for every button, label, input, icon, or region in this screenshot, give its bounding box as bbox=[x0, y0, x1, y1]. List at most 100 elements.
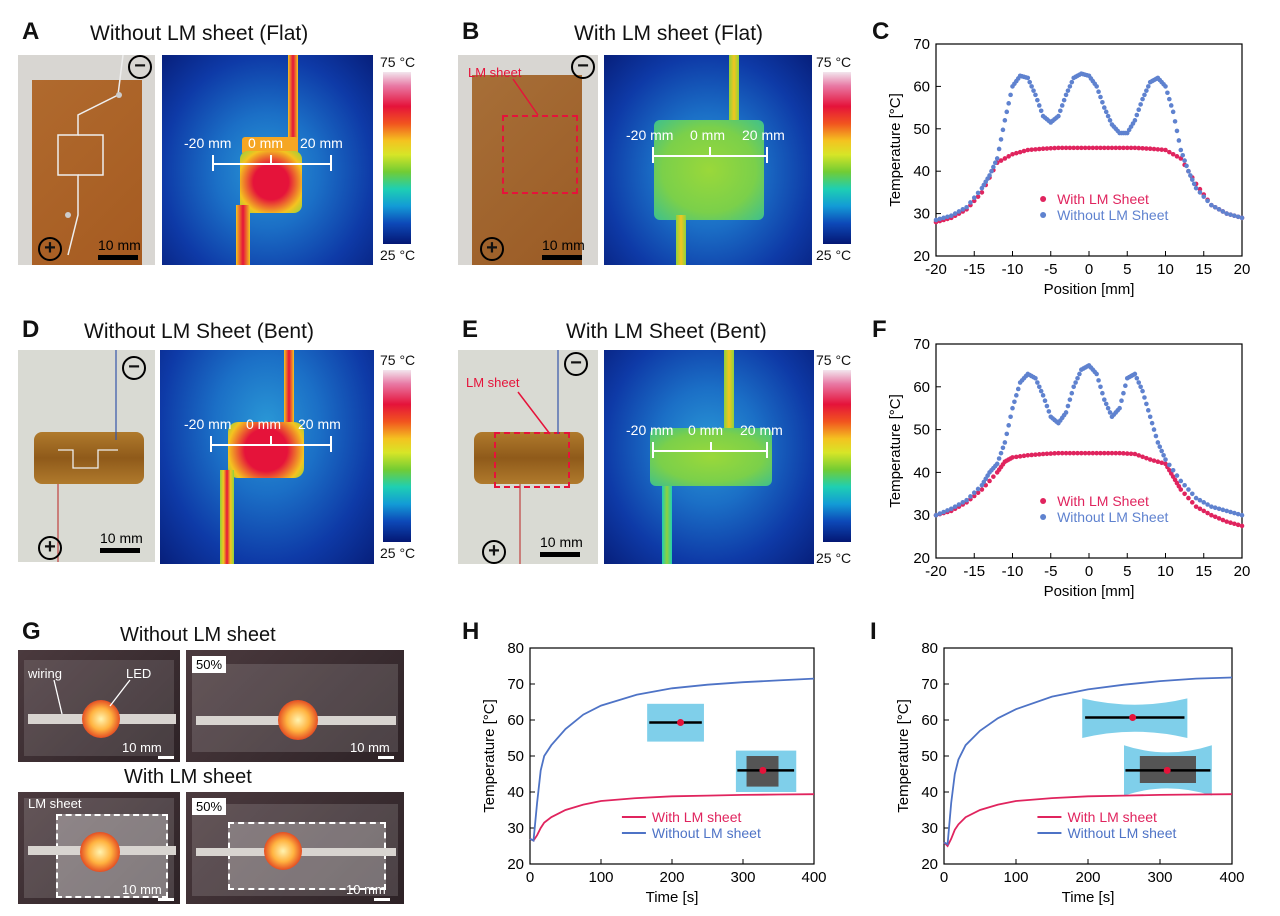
panel-e-title: With LM Sheet (Bent) bbox=[566, 320, 767, 343]
data-point bbox=[1232, 213, 1237, 219]
data-point bbox=[1167, 149, 1172, 155]
y-tick-label: 20 bbox=[913, 248, 930, 265]
data-point bbox=[998, 450, 1004, 456]
colorbar-min-label: 25 °C bbox=[816, 550, 852, 566]
data-point bbox=[1197, 497, 1203, 503]
data-point bbox=[956, 209, 962, 214]
data-point bbox=[975, 490, 981, 496]
scale-bar bbox=[540, 552, 580, 557]
panel-label-h: H bbox=[462, 618, 480, 645]
data-point bbox=[1155, 440, 1161, 445]
data-point bbox=[1100, 100, 1105, 105]
data-point bbox=[1189, 491, 1195, 497]
data-point bbox=[1029, 84, 1034, 89]
y-tick-label: 70 bbox=[507, 676, 524, 693]
colorbar-max-label: 75 °C bbox=[816, 352, 852, 368]
x-tick-label: 0 bbox=[1085, 261, 1093, 278]
data-point bbox=[1002, 118, 1008, 123]
data-point bbox=[1121, 451, 1126, 456]
data-point bbox=[952, 504, 958, 509]
inset-led bbox=[1129, 713, 1137, 721]
data-point bbox=[1029, 147, 1034, 152]
data-point bbox=[1059, 450, 1065, 456]
y-tick-label: 50 bbox=[921, 748, 938, 765]
data-point bbox=[1103, 401, 1109, 407]
data-point bbox=[1232, 521, 1237, 527]
data-point bbox=[1010, 455, 1015, 460]
data-point bbox=[1189, 500, 1195, 505]
data-point bbox=[1071, 384, 1076, 390]
data-point bbox=[1094, 145, 1099, 151]
data-point bbox=[1212, 204, 1218, 210]
led-photo-without-stretched: 50% 10 mm bbox=[186, 650, 404, 762]
panel-a-photo: − + 10 mm bbox=[18, 55, 155, 265]
chart-i: 0 100 200 300 400 20 30 40 50 60 70 80 Time [s] Tempe… bbox=[895, 640, 1245, 906]
legend-label: Without LM sheet bbox=[652, 825, 761, 841]
data-point bbox=[1220, 517, 1226, 523]
inset-led bbox=[677, 719, 685, 727]
data-point bbox=[1205, 502, 1210, 507]
y-tick-label: 30 bbox=[913, 206, 930, 223]
data-point bbox=[1042, 398, 1048, 404]
data-point bbox=[1014, 393, 1019, 398]
scale-bar-label: 10 mm bbox=[350, 740, 390, 755]
lm-sheet-annotation: LM sheet bbox=[466, 375, 520, 390]
legend-label: Without LM sheet bbox=[1067, 825, 1176, 841]
data-point bbox=[1197, 190, 1203, 195]
y-tick-label: 50 bbox=[913, 121, 930, 138]
x-tick-label: 300 bbox=[730, 869, 755, 886]
data-point bbox=[1136, 453, 1142, 458]
data-point bbox=[1149, 420, 1155, 426]
x-tick-label: 0 bbox=[940, 869, 948, 886]
mark-0: 0 mm bbox=[690, 127, 725, 143]
data-point bbox=[949, 506, 954, 512]
lm-sheet-annotation: LM sheet bbox=[468, 65, 522, 80]
y-tick-label: 30 bbox=[913, 507, 930, 524]
data-point bbox=[1128, 145, 1134, 151]
data-point bbox=[1094, 371, 1099, 377]
y-tick-label: 40 bbox=[921, 784, 938, 801]
data-point bbox=[1167, 462, 1172, 468]
y-tick-label: 50 bbox=[913, 422, 930, 439]
data-point bbox=[1000, 127, 1006, 133]
data-point bbox=[1151, 427, 1157, 432]
mark-20: 20 mm bbox=[742, 127, 785, 143]
data-point bbox=[975, 194, 981, 199]
data-point bbox=[1159, 147, 1164, 152]
data-point bbox=[1096, 378, 1101, 383]
data-point bbox=[1142, 92, 1147, 98]
panel-d-photo: − + 10 mm bbox=[18, 350, 155, 562]
data-point bbox=[1113, 145, 1119, 151]
inset-led bbox=[759, 766, 767, 774]
data-point bbox=[1040, 451, 1046, 457]
data-point bbox=[1107, 118, 1113, 123]
data-point bbox=[1067, 84, 1073, 89]
data-point bbox=[1052, 145, 1057, 151]
data-point bbox=[1170, 467, 1176, 473]
data-point bbox=[1228, 212, 1233, 217]
data-point bbox=[1167, 96, 1172, 102]
legend-label: With LM Sheet bbox=[1057, 191, 1149, 207]
data-point bbox=[1170, 151, 1176, 157]
panel-b-title: With LM sheet (Flat) bbox=[574, 22, 764, 45]
scale-bar-label: 10 mm bbox=[122, 740, 162, 755]
data-point bbox=[1096, 89, 1101, 94]
x-tick-label: 10 bbox=[1157, 563, 1174, 580]
panel-d-colorbar bbox=[383, 370, 411, 542]
data-point bbox=[971, 195, 977, 200]
scale-bar bbox=[98, 255, 138, 260]
data-point bbox=[1063, 145, 1069, 151]
x-tick-label: -10 bbox=[1002, 261, 1024, 278]
data-point bbox=[1220, 209, 1226, 214]
x-tick-label: 400 bbox=[1219, 869, 1244, 886]
legend-marker bbox=[1040, 498, 1047, 504]
minus-terminal-icon: − bbox=[128, 55, 152, 79]
data-point bbox=[1004, 109, 1010, 115]
legend-marker bbox=[1040, 196, 1047, 202]
data-point bbox=[1065, 403, 1071, 409]
panel-a-colorbar bbox=[383, 72, 411, 244]
data-point bbox=[1006, 101, 1011, 106]
data-point bbox=[1136, 107, 1142, 113]
data-point bbox=[964, 204, 969, 210]
mark-20: 20 mm bbox=[740, 422, 783, 438]
